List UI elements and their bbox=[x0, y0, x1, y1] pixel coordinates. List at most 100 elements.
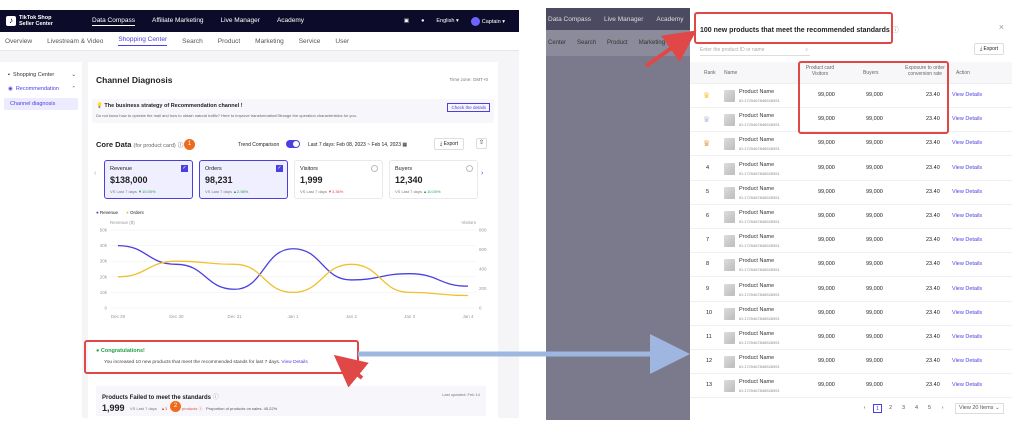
pagination: ‹ 1 2 3 4 5 › View 20 Items ⌄ bbox=[860, 403, 1004, 414]
view-details-link[interactable]: View Details bbox=[952, 334, 983, 340]
product-id: ID:1729467846528391 bbox=[739, 170, 780, 176]
view-details-link[interactable]: View Details bbox=[952, 92, 983, 98]
product-name[interactable]: Product Name bbox=[739, 161, 775, 168]
col-visitors[interactable]: Product card Visitors bbox=[805, 65, 835, 77]
nav-data-compass[interactable]: Data Compass bbox=[92, 16, 135, 26]
metric-compare: VS Last 7 days ▼3.36% bbox=[300, 189, 343, 194]
subnav-marketing[interactable]: Marketing bbox=[255, 37, 284, 45]
share-button[interactable]: ⇧ bbox=[476, 138, 487, 149]
view-details-link[interactable]: View Details bbox=[952, 237, 983, 244]
product-name[interactable]: Product Name bbox=[739, 234, 775, 241]
metric-value: 1,999 bbox=[300, 175, 323, 185]
user-menu[interactable]: Captain ▾ bbox=[470, 16, 505, 26]
search-input[interactable]: Enter the product ID or name ⌕ bbox=[700, 44, 810, 56]
nav-academy[interactable]: Academy bbox=[276, 16, 305, 24]
view-details-link[interactable]: View Details bbox=[952, 382, 983, 389]
legend-label: Orders bbox=[129, 210, 144, 215]
carousel-right-arrow[interactable]: › bbox=[481, 170, 484, 177]
product-name[interactable]: Product Name bbox=[739, 210, 775, 216]
export-button[interactable]: ⤓ Export bbox=[434, 138, 465, 150]
product-name[interactable]: Product Name bbox=[739, 89, 775, 95]
modal-export-button[interactable]: ⤓ Export bbox=[973, 43, 1004, 55]
checkbox-unchecked[interactable] bbox=[466, 165, 473, 172]
product-name[interactable]: Product Name bbox=[739, 258, 775, 265]
page-4[interactable]: 4 bbox=[914, 405, 919, 411]
subnav-overview[interactable]: Overview bbox=[5, 37, 33, 45]
rank-value: 5 bbox=[706, 188, 710, 195]
tiktok-logo[interactable]: ♪ TikTok Shop Seller Center bbox=[6, 15, 76, 27]
product-name[interactable]: Product Name bbox=[739, 331, 775, 337]
date-range-picker[interactable]: Last 7 days: Feb 08, 2023 ~ Feb 14, 2023… bbox=[308, 142, 407, 148]
subnav-livestream[interactable]: Livestream & Video bbox=[47, 37, 104, 45]
metric-card-revenue[interactable]: Revenue ✓ $138,000 VS Last 7 days ▼10.00… bbox=[104, 160, 193, 199]
view-details-link[interactable]: View Details bbox=[952, 116, 983, 123]
nav-affiliate-marketing[interactable]: Affiliate Marketing bbox=[152, 16, 204, 24]
rank-value: 7 bbox=[706, 237, 710, 244]
checkbox-checked[interactable]: ✓ bbox=[181, 165, 188, 172]
sidebar-item-channel-diagnosis[interactable]: Channel diagnosis bbox=[4, 98, 78, 110]
page-2[interactable]: 2 bbox=[888, 405, 893, 411]
buyers-value: 99,000 bbox=[866, 116, 883, 123]
product-name[interactable]: Product Name bbox=[739, 137, 775, 144]
product-thumbnail bbox=[724, 162, 735, 175]
view-details-link[interactable]: View Details bbox=[952, 213, 983, 219]
bell-icon[interactable]: ● bbox=[421, 18, 425, 24]
trend-toggle[interactable] bbox=[286, 140, 300, 148]
nav-live-manager[interactable]: Live Manager bbox=[220, 16, 260, 24]
product-name[interactable]: Product Name bbox=[739, 306, 775, 313]
product-name[interactable]: Product Name bbox=[739, 355, 775, 362]
page-size-select[interactable]: View 20 Items ⌄ bbox=[955, 403, 1004, 414]
checkbox-unchecked[interactable] bbox=[371, 165, 378, 172]
metric-card-visitors[interactable]: Visitors 1,999 VS Last 7 days ▼3.36% bbox=[294, 160, 383, 199]
message-icon[interactable]: ▣ bbox=[403, 18, 410, 24]
y-tick-label: 10k bbox=[100, 290, 108, 295]
page-5[interactable]: 5 bbox=[927, 405, 932, 411]
view-details-link[interactable]: View Details bbox=[952, 188, 983, 195]
rank-value: 9 bbox=[706, 285, 710, 292]
metric-card-buyers[interactable]: Buyers 12,340 VS Last 7 days ▲10.00% bbox=[389, 160, 478, 199]
language-select[interactable]: English ▾ bbox=[436, 18, 459, 24]
subnav-search[interactable]: Search bbox=[182, 37, 203, 45]
x-tick-label: Jan 3 bbox=[404, 314, 416, 319]
annotation-badge-2: 2 bbox=[170, 401, 181, 412]
y-tick-label: 30k bbox=[100, 259, 108, 264]
product-name[interactable]: Product Name bbox=[739, 185, 775, 192]
rank-value: 6 bbox=[706, 213, 710, 219]
product-id: ID:1729467846528391 bbox=[739, 219, 780, 224]
subnav-product[interactable]: Product bbox=[217, 37, 241, 45]
dimmed-sub-item: Marketing bbox=[638, 40, 666, 46]
carousel-left-arrow[interactable]: ‹ bbox=[94, 170, 97, 177]
view-details-link[interactable]: View Details bbox=[952, 164, 983, 171]
view-details-link[interactable]: View Details bbox=[952, 140, 983, 147]
page-prev[interactable]: ‹ bbox=[863, 405, 866, 411]
failed-products-link[interactable]: products ⓘ bbox=[182, 406, 202, 412]
view-details-link[interactable]: View Details bbox=[952, 285, 983, 292]
col-conversion[interactable]: Exposure to order conversion rate bbox=[905, 65, 945, 77]
product-name[interactable]: Product Name bbox=[739, 282, 775, 289]
metric-value: 98,231 bbox=[205, 175, 233, 185]
search-icon: ⌕ bbox=[805, 47, 808, 53]
view-details-link[interactable]: View Details bbox=[952, 261, 983, 268]
conversion-value: 23.40 bbox=[926, 116, 940, 123]
page-next[interactable]: › bbox=[941, 405, 944, 411]
subnav-service[interactable]: Service bbox=[298, 37, 321, 45]
checkbox-checked[interactable]: ✓ bbox=[276, 165, 283, 172]
close-icon[interactable]: × bbox=[998, 22, 1004, 32]
subnav-shopping-center[interactable]: Shopping Center bbox=[118, 36, 168, 46]
subnav-user[interactable]: User bbox=[335, 37, 350, 45]
page-1[interactable]: 1 bbox=[873, 404, 882, 413]
view-details-link[interactable]: View Details bbox=[952, 358, 983, 365]
sidebar-group-shopping-center[interactable]: ▪ Shopping Center ⌄ bbox=[0, 68, 82, 82]
page-3[interactable]: 3 bbox=[901, 405, 906, 411]
view-details-link[interactable]: View Details bbox=[281, 360, 308, 365]
product-name[interactable]: Product Name bbox=[739, 379, 775, 386]
view-details-link[interactable]: View Details bbox=[952, 309, 983, 316]
product-name[interactable]: Product Name bbox=[739, 113, 775, 120]
metric-card-orders[interactable]: Orders ✓ 98,231 VS Last 7 days ▲2.98% bbox=[199, 160, 288, 199]
product-thumbnail bbox=[724, 114, 735, 127]
compare-label: VS Last 7 days bbox=[300, 189, 327, 194]
col-buyers[interactable]: Buyers bbox=[863, 70, 879, 76]
sidebar-group-recommendation[interactable]: ◉ Recommendation ⌃ bbox=[0, 82, 82, 96]
failed-products-panel: Products Failed to meet the standards ⓘ … bbox=[96, 386, 486, 416]
check-details-button[interactable]: Check the details bbox=[447, 103, 490, 112]
